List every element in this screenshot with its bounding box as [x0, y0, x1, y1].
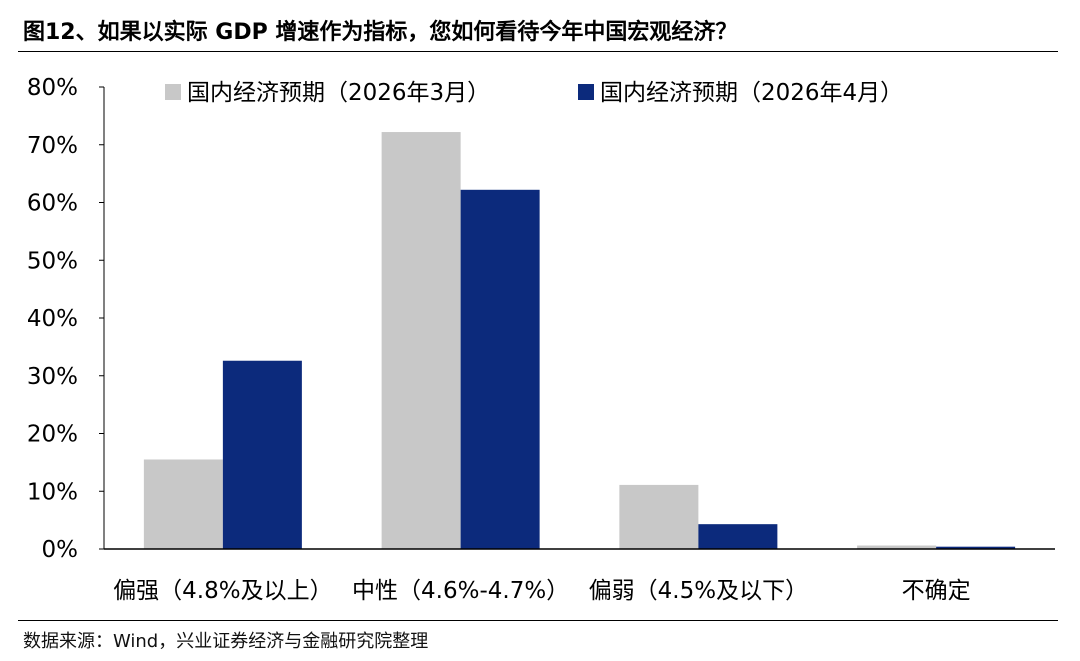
bar [857, 545, 937, 549]
y-tick-label: 80% [27, 75, 78, 101]
bar [381, 132, 461, 550]
legend-swatch [165, 84, 181, 100]
legend-label: 国内经济预期（2026年4月） [600, 80, 903, 106]
bar [222, 360, 302, 549]
y-tick-label: 40% [27, 306, 78, 332]
figure-title: 图12、如果以实际 GDP 增速作为指标，您如何看待今年中国宏观经济？ [23, 20, 738, 45]
bar [936, 546, 1016, 549]
legend: 国内经济预期（2026年3月） 国内经济预期（2026年4月） [165, 80, 903, 106]
bar [143, 459, 223, 549]
y-tick-label: 70% [27, 133, 78, 159]
bars [143, 132, 1016, 550]
x-tick-label: 偏强（4.8%及以上） [113, 578, 332, 604]
source-note: 数据来源：Wind，兴业证券经济与金融研究院整理 [23, 631, 429, 652]
y-tick-label: 50% [27, 248, 78, 274]
bar [698, 524, 778, 549]
y-tick-label: 10% [27, 479, 78, 505]
bar [460, 189, 540, 550]
x-tick-label: 中性（4.6%-4.7%） [352, 578, 569, 604]
y-tick-label: 20% [27, 422, 78, 448]
legend-label: 国内经济预期（2026年3月） [187, 80, 490, 106]
source-divider [18, 620, 1058, 621]
y-tick-label: 30% [27, 364, 78, 390]
x-axis: 偏强（4.8%及以上） 中性（4.6%-4.7%） 偏弱（4.5%及以下） 不确定 [104, 548, 1055, 604]
y-tick-label: 0% [42, 537, 79, 563]
x-tick-label: 不确定 [902, 578, 971, 604]
legend-swatch [578, 84, 594, 100]
x-tick-label: 偏弱（4.5%及以下） [589, 578, 808, 604]
y-tick-label: 60% [27, 191, 78, 217]
bar [619, 484, 699, 549]
y-axis: 0% 10% 20% 30% 40% 50% 60% 70% 80% [27, 75, 105, 563]
title-divider [18, 51, 1058, 52]
